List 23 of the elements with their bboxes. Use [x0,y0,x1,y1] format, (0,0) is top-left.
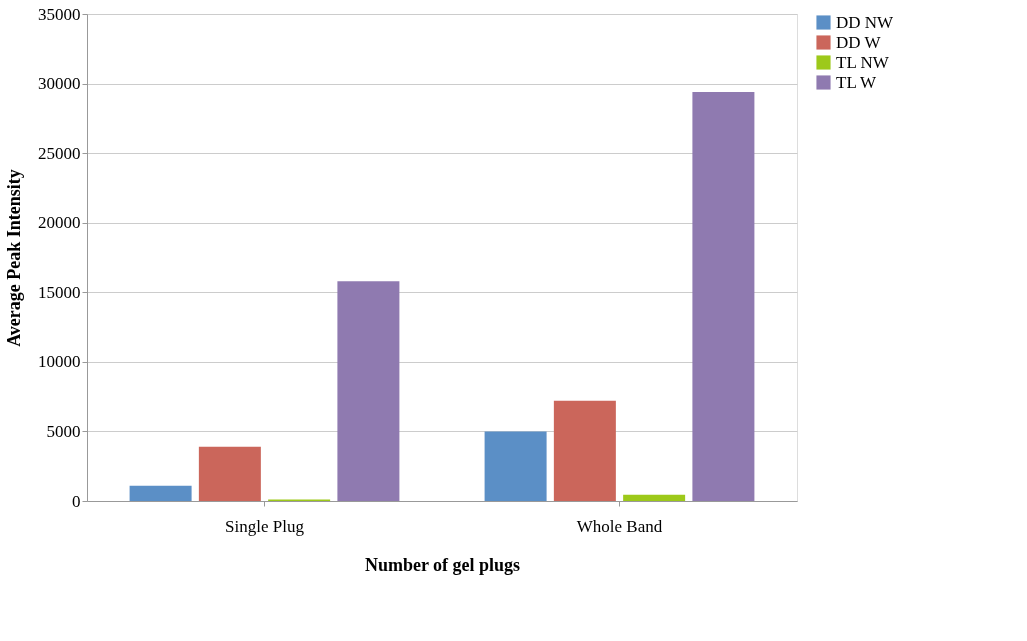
bar [553,400,616,501]
bar [623,494,686,501]
y-tick-label: 35000 [38,4,81,24]
x-tick-label: Whole Band [576,516,663,536]
legend-label: TL NW [836,52,890,72]
y-axis-title: Average Peak Intensity [4,169,24,347]
x-axis-title: Number of gel plugs [364,554,521,575]
y-tick-label: 15000 [38,282,81,302]
y-tick-label: 10000 [38,352,81,372]
bar [198,446,261,501]
y-tick-label: 5000 [46,421,81,441]
bar [484,431,547,501]
legend-label: TL W [836,72,878,92]
bar [129,485,192,501]
y-tick-label: 0 [72,491,81,511]
bar [337,281,400,501]
legend-label: DD NW [836,12,895,32]
legend-label: DD W [836,32,882,52]
x-tick-label: Single Plug [225,516,305,536]
y-tick-label: 30000 [38,74,81,94]
y-tick-label: 20000 [38,213,81,233]
y-tick-label: 25000 [38,143,81,163]
bar [692,91,755,501]
